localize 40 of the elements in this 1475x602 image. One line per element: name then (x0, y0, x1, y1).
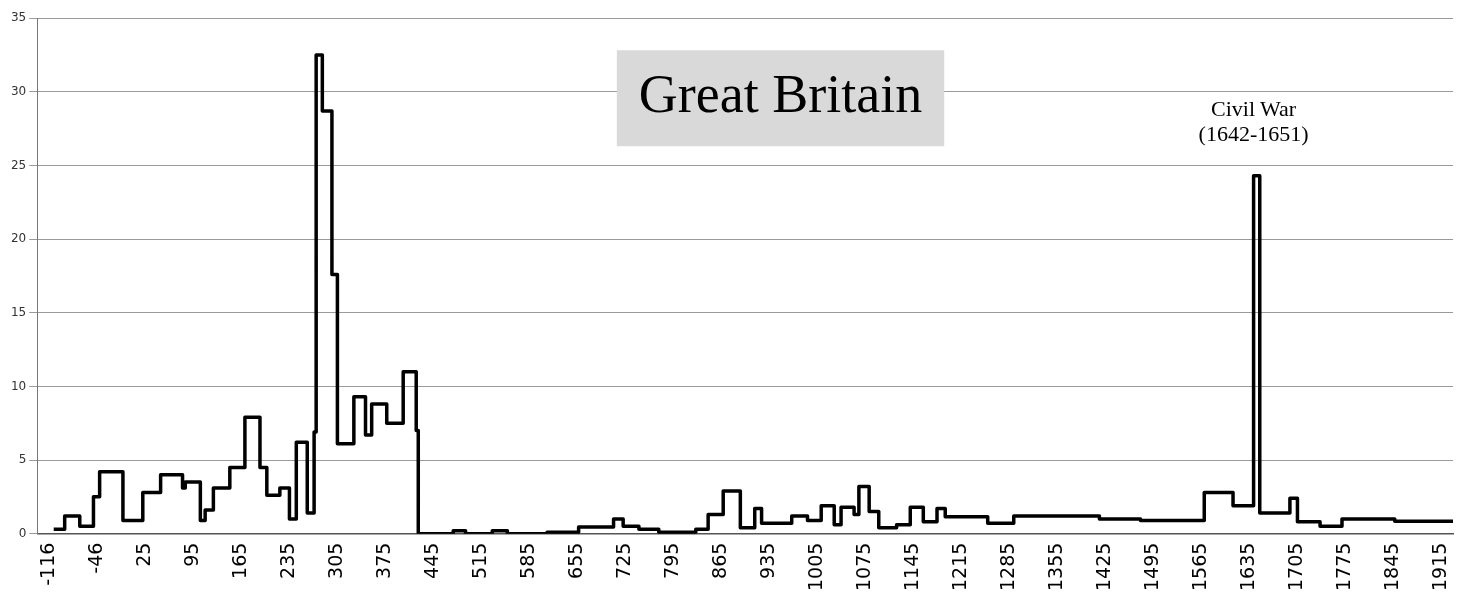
x-tick-label: 25 (132, 542, 155, 567)
x-tick-label: 305 (324, 542, 347, 579)
text: Great Britain (638, 64, 923, 125)
x-tick-label: -116 (35, 542, 58, 586)
x-tick-label: 95 (180, 542, 203, 567)
x-tick-label: 1285 (995, 542, 1018, 592)
y-tick-label: 10 (10, 378, 27, 393)
x-tick-label: 1005 (804, 542, 827, 592)
x-tick-label: 515 (468, 542, 491, 579)
x-tick-label: 725 (612, 542, 635, 579)
x-tick-label: 165 (228, 542, 251, 579)
y-tick-label: 35 (10, 10, 27, 25)
y-tick-label: 15 (10, 304, 27, 319)
x-tick-label: 1635 (1235, 542, 1258, 592)
x-tick-label: 865 (708, 542, 731, 579)
x-tick-label: 585 (516, 542, 539, 579)
x-tick-label: 1145 (899, 542, 922, 592)
x-tick-label: 375 (372, 542, 395, 579)
x-tick-label: 1845 (1379, 542, 1402, 592)
x-tick-label: 235 (276, 542, 299, 579)
y-tick-label: 30 (10, 83, 27, 98)
x-tick-label: 1705 (1283, 542, 1306, 592)
x-tick-label: 1495 (1139, 542, 1162, 592)
x-tick-label: 1215 (947, 542, 970, 592)
x-tick-label: 1425 (1091, 542, 1114, 592)
x-tick-label: 795 (660, 542, 683, 579)
x-tick-label: 1565 (1187, 542, 1210, 592)
x-tick-label: 1775 (1331, 542, 1354, 592)
annotation: Civil War (1642-1651) (1198, 95, 1309, 146)
x-tick-label: 1075 (851, 542, 874, 592)
y-tick-label: 0 (18, 525, 27, 540)
x-tick-label: 445 (420, 542, 443, 579)
y-tick-label: 20 (10, 231, 27, 246)
y-tick-label: 25 (10, 157, 27, 172)
y-tick-label: 5 (18, 452, 27, 467)
x-tick-label: 655 (564, 542, 587, 579)
x-tick-label: 1355 (1043, 542, 1066, 592)
x-tick-label: 935 (756, 542, 779, 579)
x-tick-label: -46 (83, 542, 106, 574)
x-tick-label: 1915 (1427, 542, 1450, 592)
